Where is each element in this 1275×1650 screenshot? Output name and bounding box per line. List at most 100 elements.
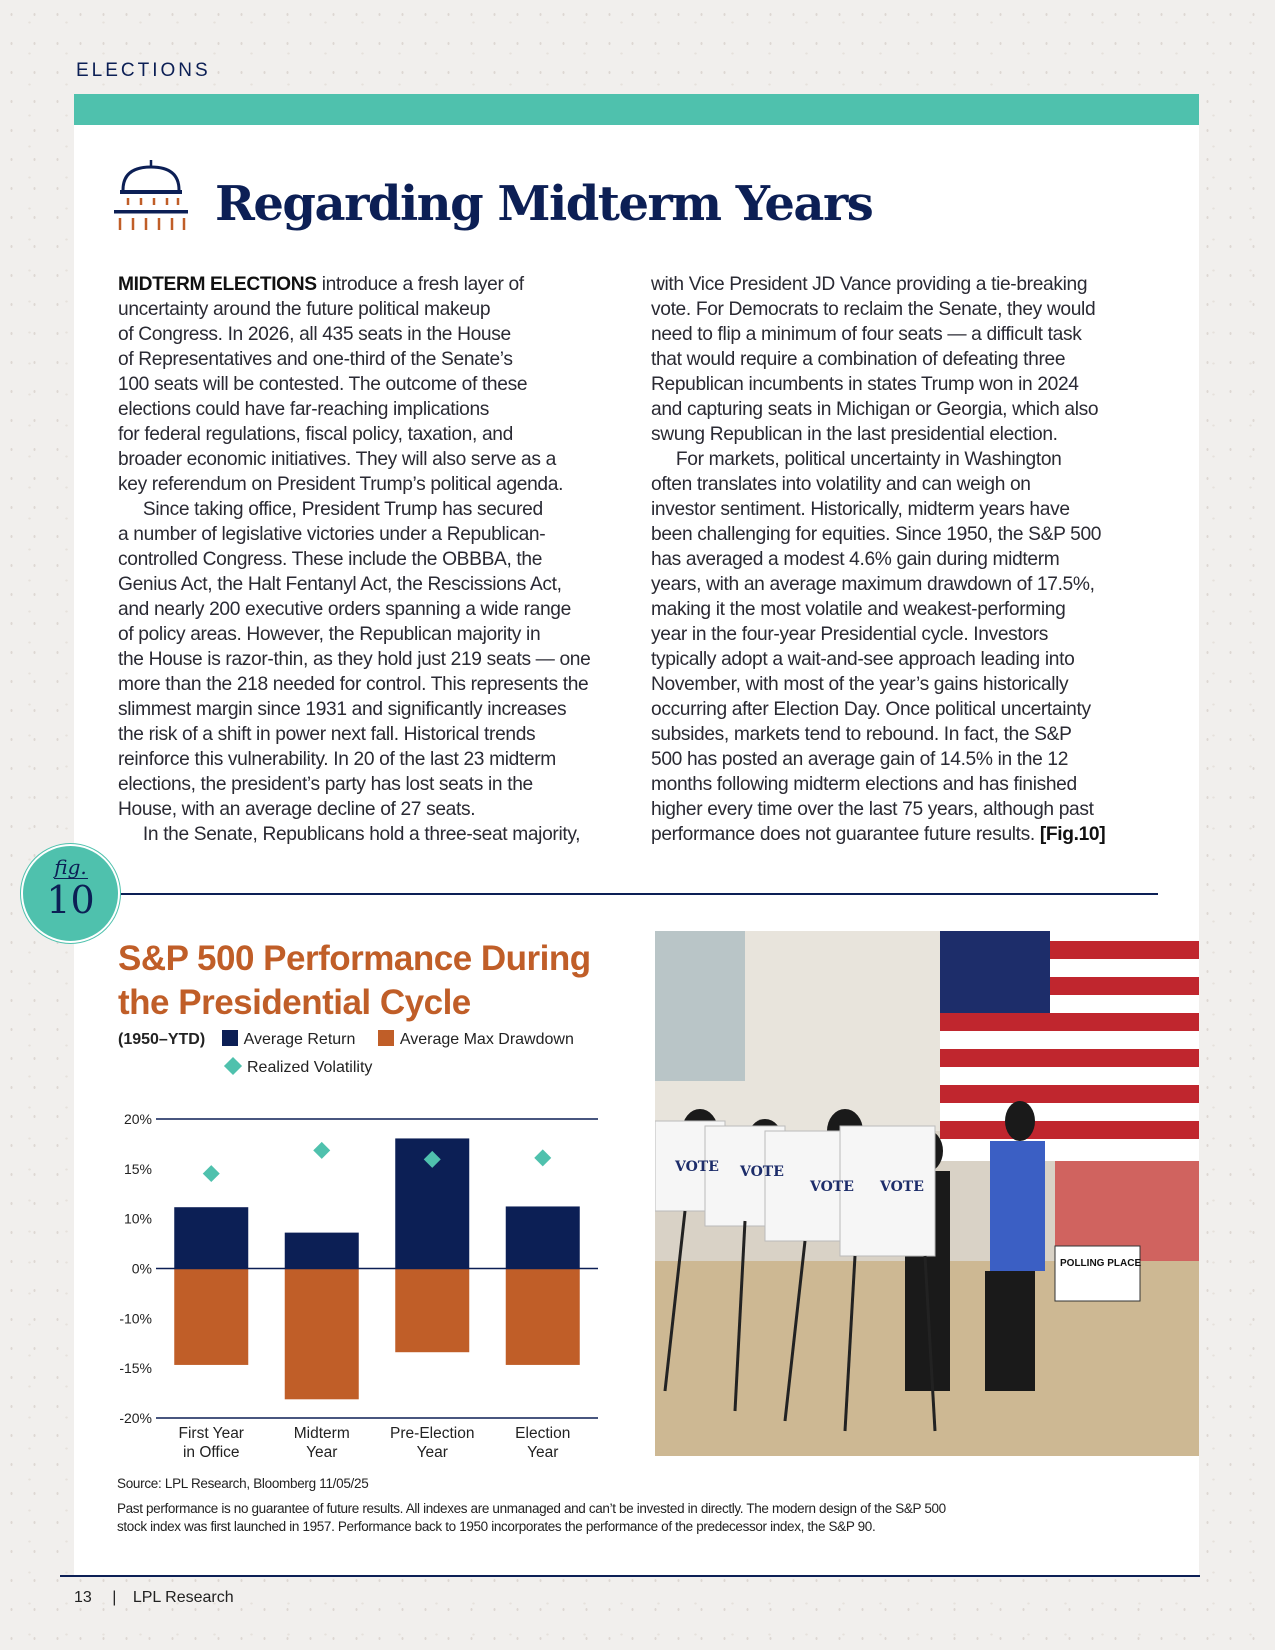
body-text: Republican incumbents in states Trump wo… [651, 374, 1079, 395]
volatility-marker [202, 1165, 220, 1183]
vote-sign: VOTE [879, 1179, 924, 1195]
vote-sign: VOTE [674, 1159, 719, 1175]
figure-label: fig. [53, 855, 88, 879]
x-tick-label: Year [417, 1444, 448, 1461]
body-line: 500 has posted an average gain of 14.5% … [651, 747, 1105, 772]
vote-sign: VOTE [739, 1164, 784, 1180]
body-line: with Vice President JD Vance providing a… [651, 272, 1105, 297]
y-tick-label: -15% [119, 1360, 152, 1376]
body-line: of policy areas. However, the Republican… [118, 622, 590, 647]
figure-number: 10 [46, 878, 95, 922]
body-line: of Congress. In 2026, all 435 seats in t… [118, 322, 590, 347]
bar-max-drawdown [284, 1268, 359, 1400]
body-line: year in the four-year Presidential cycle… [651, 622, 1105, 647]
figure-reference-link[interactable]: [Fig.10] [1039, 824, 1106, 845]
legend-return: Average Return [243, 1031, 356, 1048]
legend-swatch-return [221, 1030, 238, 1046]
body-line: 100 seats will be contested. The outcome… [118, 372, 590, 397]
footer: 13 | LPL Research [74, 1589, 234, 1607]
body-line: performance does not guarantee future re… [651, 822, 1106, 847]
chart-subtitle: (1950–YTD) [118, 1031, 206, 1048]
chart-legend: (1950–YTD) Average Return Average Max Dr… [118, 1030, 574, 1077]
x-tick-label: Year [527, 1444, 558, 1461]
x-tick-label: Election [515, 1425, 570, 1442]
y-tick-label: 15% [124, 1161, 152, 1177]
body-text: been challenging for equities. Since 195… [651, 524, 1102, 545]
body-text: Since taking office, President Trump has… [118, 499, 543, 520]
body-text: and nearly 200 executive orders spanning… [118, 599, 571, 620]
disclaimer-line: stock index was first launched in 1957. … [117, 1519, 876, 1534]
body-line: reinforce this vulnerability. In 20 of t… [118, 747, 590, 772]
body-line: and capturing seats in Michigan or Georg… [651, 397, 1105, 422]
body-text: November, with most of the year’s gains … [651, 674, 1069, 695]
body-line: elections, the president’s party has los… [118, 772, 590, 797]
body-line: making it the most volatile and weakest-… [651, 597, 1105, 622]
disclaimer-line: Past performance is no guarantee of futu… [117, 1501, 946, 1516]
chart-title-line: S&P 500 Performance During [118, 939, 591, 978]
body-line: swung Republican in the last presidentia… [651, 422, 1105, 447]
y-tick-label: 0% [132, 1261, 152, 1277]
body-text: years, with an average maximum drawdown … [651, 574, 1095, 595]
bar-average-return [284, 1232, 359, 1269]
body-line: typically adopt a wait-and-see approach … [651, 647, 1105, 672]
body-line: Republican incumbents in states Trump wo… [651, 372, 1105, 397]
body-text: swung Republican in the last presidentia… [651, 424, 1058, 445]
volatility-marker [313, 1141, 331, 1159]
x-tick-label: Pre-Election [390, 1425, 474, 1442]
lead-in: MIDTERM ELECTIONS [118, 274, 317, 295]
body-text: broader economic initiatives. They will … [118, 449, 556, 470]
bar-max-drawdown [505, 1268, 580, 1365]
body-text: of Representatives and one-third of the … [118, 349, 513, 370]
body-text: introduce a fresh layer of [316, 274, 524, 295]
vote-sign: VOTE [809, 1179, 854, 1195]
body-text: elections, the president’s party has los… [118, 774, 533, 795]
body-text: investor sentiment. Historically, midter… [651, 499, 1070, 520]
body-text: In the Senate, Republicans hold a three-… [118, 824, 581, 845]
body-text: performance does not guarantee future re… [651, 824, 1040, 845]
body-text: occurring after Election Day. Once polit… [651, 699, 1091, 720]
body-text: for federal regulations, fiscal policy, … [118, 424, 513, 445]
body-text: of policy areas. However, the Republican… [118, 624, 541, 645]
body-text: vote. For Democrats to reclaim the Senat… [651, 299, 1096, 320]
x-tick-label: Year [306, 1444, 337, 1461]
body-text: often translates into volatility and can… [651, 474, 1031, 495]
voting-photo: VOTE VOTE VOTE VOTE POLLING PLACE [655, 931, 1199, 1456]
page-title: Regarding Midterm Years [215, 176, 874, 232]
body-line: For markets, political uncertainty in Wa… [651, 447, 1105, 472]
body-line: slimmest margin since 1931 and significa… [118, 697, 590, 722]
body-text: key referendum on President Trump’s poli… [118, 474, 564, 495]
body-line: months following midterm elections and h… [651, 772, 1105, 797]
legend-volatility: Realized Volatility [247, 1059, 373, 1076]
body-line: House, with an average decline of 27 sea… [118, 797, 590, 822]
body-line: occurring after Election Day. Once polit… [651, 697, 1105, 722]
chart-title: S&P 500 Performance During the President… [118, 937, 591, 1025]
footer-brand: LPL Research [132, 1589, 234, 1606]
body-line: years, with an average maximum drawdown … [651, 572, 1105, 597]
chart-title-line: the Presidential Cycle [118, 983, 471, 1022]
body-text: that would require a combination of defe… [651, 349, 1066, 370]
footer-separator: | [112, 1589, 117, 1606]
legend-swatch-drawdown [377, 1030, 394, 1046]
body-line: broader economic initiatives. They will … [118, 447, 590, 472]
section-label: ELECTIONS [76, 60, 211, 81]
x-tick-label: in Office [183, 1444, 240, 1461]
body-text: need to flip a minimum of four seats — a… [651, 324, 1082, 345]
body-line: has averaged a modest 4.6% gain during m… [651, 547, 1105, 572]
chart-source: Source: LPL Research, Bloomberg 11/05/25 [117, 1476, 369, 1491]
body-line: vote. For Democrats to reclaim the Senat… [651, 297, 1105, 322]
body-line: the risk of a shift in power next fall. … [118, 722, 590, 747]
body-text: 500 has posted an average gain of 14.5% … [651, 749, 1069, 770]
body-line: of Representatives and one-third of the … [118, 347, 590, 372]
body-column-2: with Vice President JD Vance providing a… [651, 272, 1106, 847]
body-text: subsides, markets tend to rebound. In fa… [651, 724, 1072, 745]
body-text: the risk of a shift in power next fall. … [118, 724, 536, 745]
body-column-1: MIDTERM ELECTIONS introduce a fresh laye… [118, 272, 591, 847]
body-line: MIDTERM ELECTIONS introduce a fresh laye… [118, 272, 590, 297]
body-line: for federal regulations, fiscal policy, … [118, 422, 590, 447]
body-text: typically adopt a wait-and-see approach … [651, 649, 1075, 670]
body-text: elections could have far-reaching implic… [118, 399, 490, 420]
volatility-marker [534, 1149, 552, 1167]
body-text: and capturing seats in Michigan or Georg… [651, 399, 1099, 420]
page-number: 13 [74, 1589, 92, 1606]
body-text: For markets, political uncertainty in Wa… [651, 449, 1062, 470]
